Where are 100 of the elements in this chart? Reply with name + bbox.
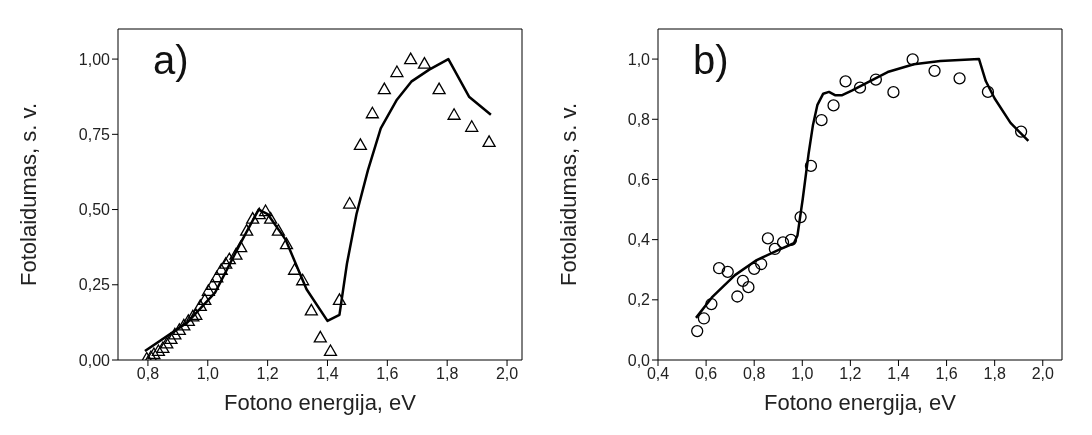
point [794, 210, 807, 224]
point [229, 248, 243, 260]
y-tick-label: 1,00 [78, 50, 111, 68]
point [784, 233, 798, 247]
point [295, 273, 310, 286]
point [731, 290, 744, 303]
x-tick-label: 0,8 [743, 365, 766, 383]
x-tick-label: 1,6 [935, 365, 958, 383]
annotation: a) [153, 38, 189, 83]
point [742, 281, 755, 294]
point [252, 207, 266, 220]
point [748, 262, 761, 275]
point [177, 318, 191, 331]
point [465, 120, 479, 132]
x-tick-label: 1,8 [436, 365, 459, 383]
x-tick-label: 1,4 [316, 365, 339, 383]
point [240, 223, 254, 236]
y-tick-label: 0,75 [78, 126, 111, 143]
y-tick-label: 0,4 [627, 231, 651, 249]
point [705, 297, 718, 311]
x-tick-label: 0,6 [694, 365, 718, 383]
point [168, 327, 182, 340]
point [222, 252, 236, 265]
point [160, 336, 174, 349]
x-axis-title: Fotono energija, eV [763, 390, 957, 415]
y-tick-label: 0,25 [78, 276, 111, 294]
point [365, 106, 380, 119]
x-tick-label: 1,6 [376, 365, 399, 383]
point [172, 323, 186, 336]
point [181, 314, 195, 327]
point [304, 303, 318, 316]
point [193, 299, 207, 311]
x-tick-label: 1,2 [839, 365, 862, 383]
point [353, 138, 368, 150]
point [768, 242, 782, 256]
point [928, 64, 941, 77]
point [712, 262, 726, 275]
point [736, 274, 750, 288]
point [482, 135, 496, 147]
point [804, 159, 818, 173]
y-axis-title: Fotolaidumas, s. v. [555, 103, 581, 286]
y-tick-label: 0,2 [627, 291, 651, 309]
x-tick-label: 0,4 [646, 365, 670, 383]
x-axis-title: Fotono energija, eV [223, 390, 417, 415]
point [691, 324, 704, 338]
x-tick-label: 1,8 [983, 365, 1006, 383]
point [198, 293, 212, 305]
point [214, 263, 228, 275]
point [151, 344, 166, 357]
point [164, 332, 178, 345]
y-tick-label: 0,00 [78, 351, 111, 369]
point [981, 85, 995, 99]
point [219, 257, 233, 269]
point [390, 65, 404, 78]
point [323, 344, 338, 357]
point [761, 232, 775, 245]
point [210, 270, 224, 283]
point [246, 211, 260, 224]
y-tick-label: 0,8 [627, 110, 651, 128]
point [156, 341, 170, 354]
point [839, 75, 852, 88]
point [377, 82, 391, 95]
point [313, 330, 327, 343]
point [827, 99, 840, 112]
point [287, 263, 302, 275]
point [853, 81, 867, 94]
x-tick-label: 2,0 [1031, 365, 1054, 383]
x-tick-label: 1,0 [791, 365, 814, 383]
y-tick-label: 0,50 [78, 201, 111, 219]
x-tick-label: 2,0 [495, 365, 519, 383]
x-tick-label: 0,8 [136, 365, 160, 383]
point [815, 114, 828, 127]
x-tick-label: 1,2 [256, 365, 279, 383]
point [432, 82, 446, 95]
point [234, 240, 248, 253]
point [906, 53, 919, 66]
point [697, 312, 711, 325]
point [1014, 125, 1028, 138]
y-tick-label: 0,6 [627, 171, 651, 189]
point [342, 196, 357, 209]
x-tick-label: 1,0 [196, 365, 219, 383]
point [271, 223, 286, 236]
point [332, 293, 347, 305]
point [953, 72, 966, 85]
point [447, 108, 461, 120]
point [776, 236, 790, 249]
point [201, 284, 216, 296]
point [417, 56, 432, 69]
point [404, 52, 418, 65]
point [258, 204, 273, 217]
x-tick-label: 1,4 [887, 365, 910, 383]
point [205, 278, 220, 290]
annotation: b) [693, 38, 729, 83]
point [755, 257, 768, 271]
point [887, 86, 900, 99]
y-tick-label: 1,0 [627, 50, 651, 68]
point [869, 73, 883, 86]
y-axis-title: Fotolaidumas, s. v. [15, 103, 41, 286]
point [721, 265, 734, 278]
point [279, 237, 294, 250]
